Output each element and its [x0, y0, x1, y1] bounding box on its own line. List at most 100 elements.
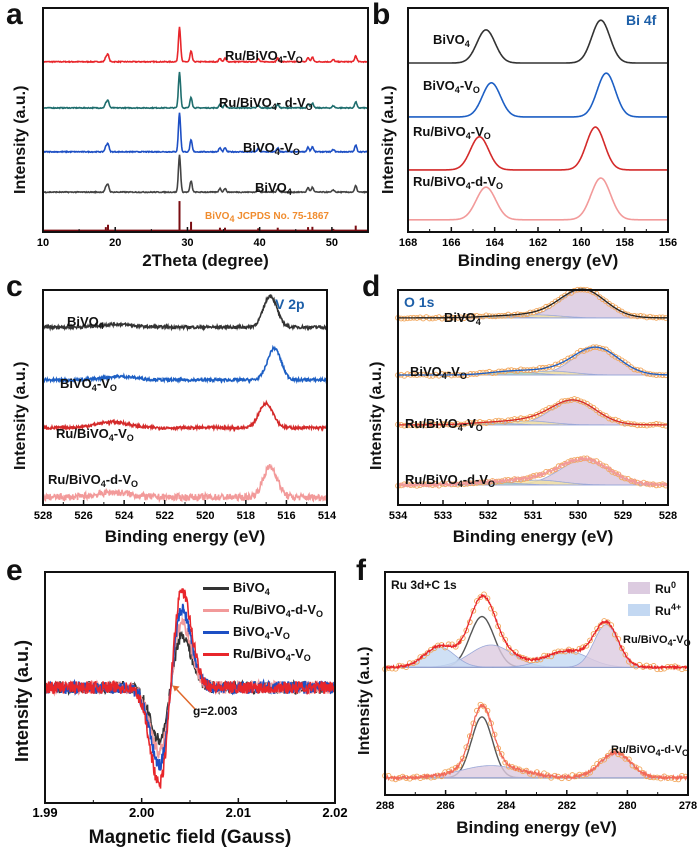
- label-segment: Ru: [655, 582, 671, 596]
- label-segment: BiVO: [205, 211, 230, 222]
- data-point: [644, 422, 650, 429]
- legend-label: Ru0: [655, 580, 676, 596]
- data-point: [593, 290, 600, 297]
- series-1: [382, 701, 689, 783]
- label-segment: JCPDS No. 75-1867: [234, 211, 329, 222]
- label-segment: O: [131, 479, 139, 489]
- label-segment: 4: [108, 433, 114, 443]
- label-segment: 4+: [671, 602, 682, 612]
- x-tick-label: 2.00: [129, 805, 154, 820]
- data-point: [451, 422, 458, 428]
- series-label: BiVO4: [67, 314, 104, 331]
- label-segment: O: [496, 181, 504, 191]
- x-axis-label-d: Binding energy (eV): [452, 527, 614, 546]
- label-segment: 4: [277, 55, 283, 65]
- data-point: [530, 772, 537, 778]
- annotation-arrow: [176, 688, 196, 710]
- label-segment: O: [472, 85, 480, 95]
- label-segment: Ru/BiVO: [623, 634, 668, 646]
- label-segment: BiVO: [255, 180, 287, 195]
- series-label: Ru/BiVO4- d-VO: [219, 95, 313, 112]
- series-0: [382, 591, 689, 673]
- series-line: [42, 26, 369, 64]
- data-point: [436, 314, 442, 320]
- label-segment: 4: [274, 147, 280, 157]
- data-point: [401, 372, 408, 379]
- series-1: [395, 344, 669, 379]
- label-segment: BiVO: [67, 314, 99, 329]
- x-tick-label: 20: [109, 237, 121, 249]
- label-segment: 4: [286, 187, 292, 197]
- x-axis-label-e: Magnetic field (Gauss): [88, 827, 292, 848]
- legend-label: BiVO4-VO: [233, 624, 290, 641]
- legend-swatch: [203, 653, 229, 656]
- data-point: [461, 372, 468, 379]
- series-line: [42, 344, 328, 385]
- x-tick-label: 518: [237, 510, 255, 522]
- plot-e: 1.99 2.00 2.01 2.02: [32, 571, 348, 820]
- series-label: BiVO4-VO: [243, 140, 300, 157]
- series-1: [408, 72, 668, 118]
- label-segment: -V: [282, 48, 296, 63]
- series-line: [42, 399, 328, 433]
- label-segment: -V: [290, 646, 304, 661]
- label-segment: 4: [441, 371, 447, 381]
- series-3: [395, 455, 669, 489]
- data-point: [483, 420, 490, 427]
- x-tick-label: 531: [524, 510, 542, 522]
- data-point: [533, 308, 540, 314]
- label-segment: 4: [475, 317, 481, 327]
- panel-letter-a: a: [6, 0, 23, 31]
- data-point: [596, 410, 603, 416]
- label-segment: 4: [667, 638, 673, 648]
- x-tick-label: 522: [156, 510, 174, 522]
- label-segment: -d-V: [470, 174, 497, 189]
- data-point: [426, 421, 433, 427]
- label-segment: Ru/BiVO: [405, 472, 458, 487]
- label-segment: -V: [470, 124, 484, 139]
- data-point: [429, 373, 436, 379]
- label-segment: -V: [113, 426, 127, 441]
- data-point: [502, 418, 508, 425]
- data-point: [587, 403, 594, 409]
- x-tick-label: 160: [572, 237, 590, 249]
- label-segment: O: [683, 638, 691, 648]
- legend-label: Ru/BiVO4-VO: [233, 646, 311, 663]
- label-segment: 4: [465, 181, 471, 191]
- series-line: [398, 346, 669, 376]
- legend-swatch: [203, 609, 229, 612]
- panel-letter-d: d: [362, 270, 381, 303]
- series-label: BiVO4: [444, 310, 481, 327]
- series-0: [42, 26, 369, 64]
- x-axis-label-b: Binding energy (eV): [457, 251, 619, 270]
- legend-swatch: [203, 631, 229, 634]
- x-tick-label: 162: [529, 237, 547, 249]
- data-point: [647, 313, 653, 320]
- series-label: Ru/BiVO4-VO: [623, 634, 691, 648]
- data-point: [404, 371, 411, 378]
- plot-c: 528 526 524 522 520 518 516 514: [34, 289, 337, 522]
- data-point: [461, 315, 468, 321]
- y-axis-label-e: Intensity (a.u.): [12, 639, 32, 762]
- series-2: [395, 396, 669, 429]
- data-point: [445, 371, 452, 378]
- data-point: [436, 422, 442, 429]
- series-3: [44, 587, 336, 789]
- plot-a: 10 20 30 40 50: [37, 7, 369, 249]
- series-label: BiVO4 JCPDS No. 75-1867: [205, 211, 329, 224]
- series-3: [408, 177, 668, 221]
- label-segment: 4: [464, 39, 470, 49]
- label-segment: Ru/BiVO: [219, 95, 272, 110]
- series-2: [43, 112, 369, 154]
- label-segment: O: [292, 147, 300, 157]
- data-point: [609, 302, 616, 309]
- label-segment: Ru/BiVO: [611, 744, 656, 756]
- x-tick-label: 526: [74, 510, 92, 522]
- series-label: Ru/BiVO4-d-VO: [413, 174, 503, 191]
- label-segment: O: [459, 371, 467, 381]
- data-point: [517, 366, 524, 373]
- legend-swatch: [628, 582, 650, 594]
- label-segment: 4: [100, 479, 106, 489]
- x-tick-label: 534: [389, 510, 408, 522]
